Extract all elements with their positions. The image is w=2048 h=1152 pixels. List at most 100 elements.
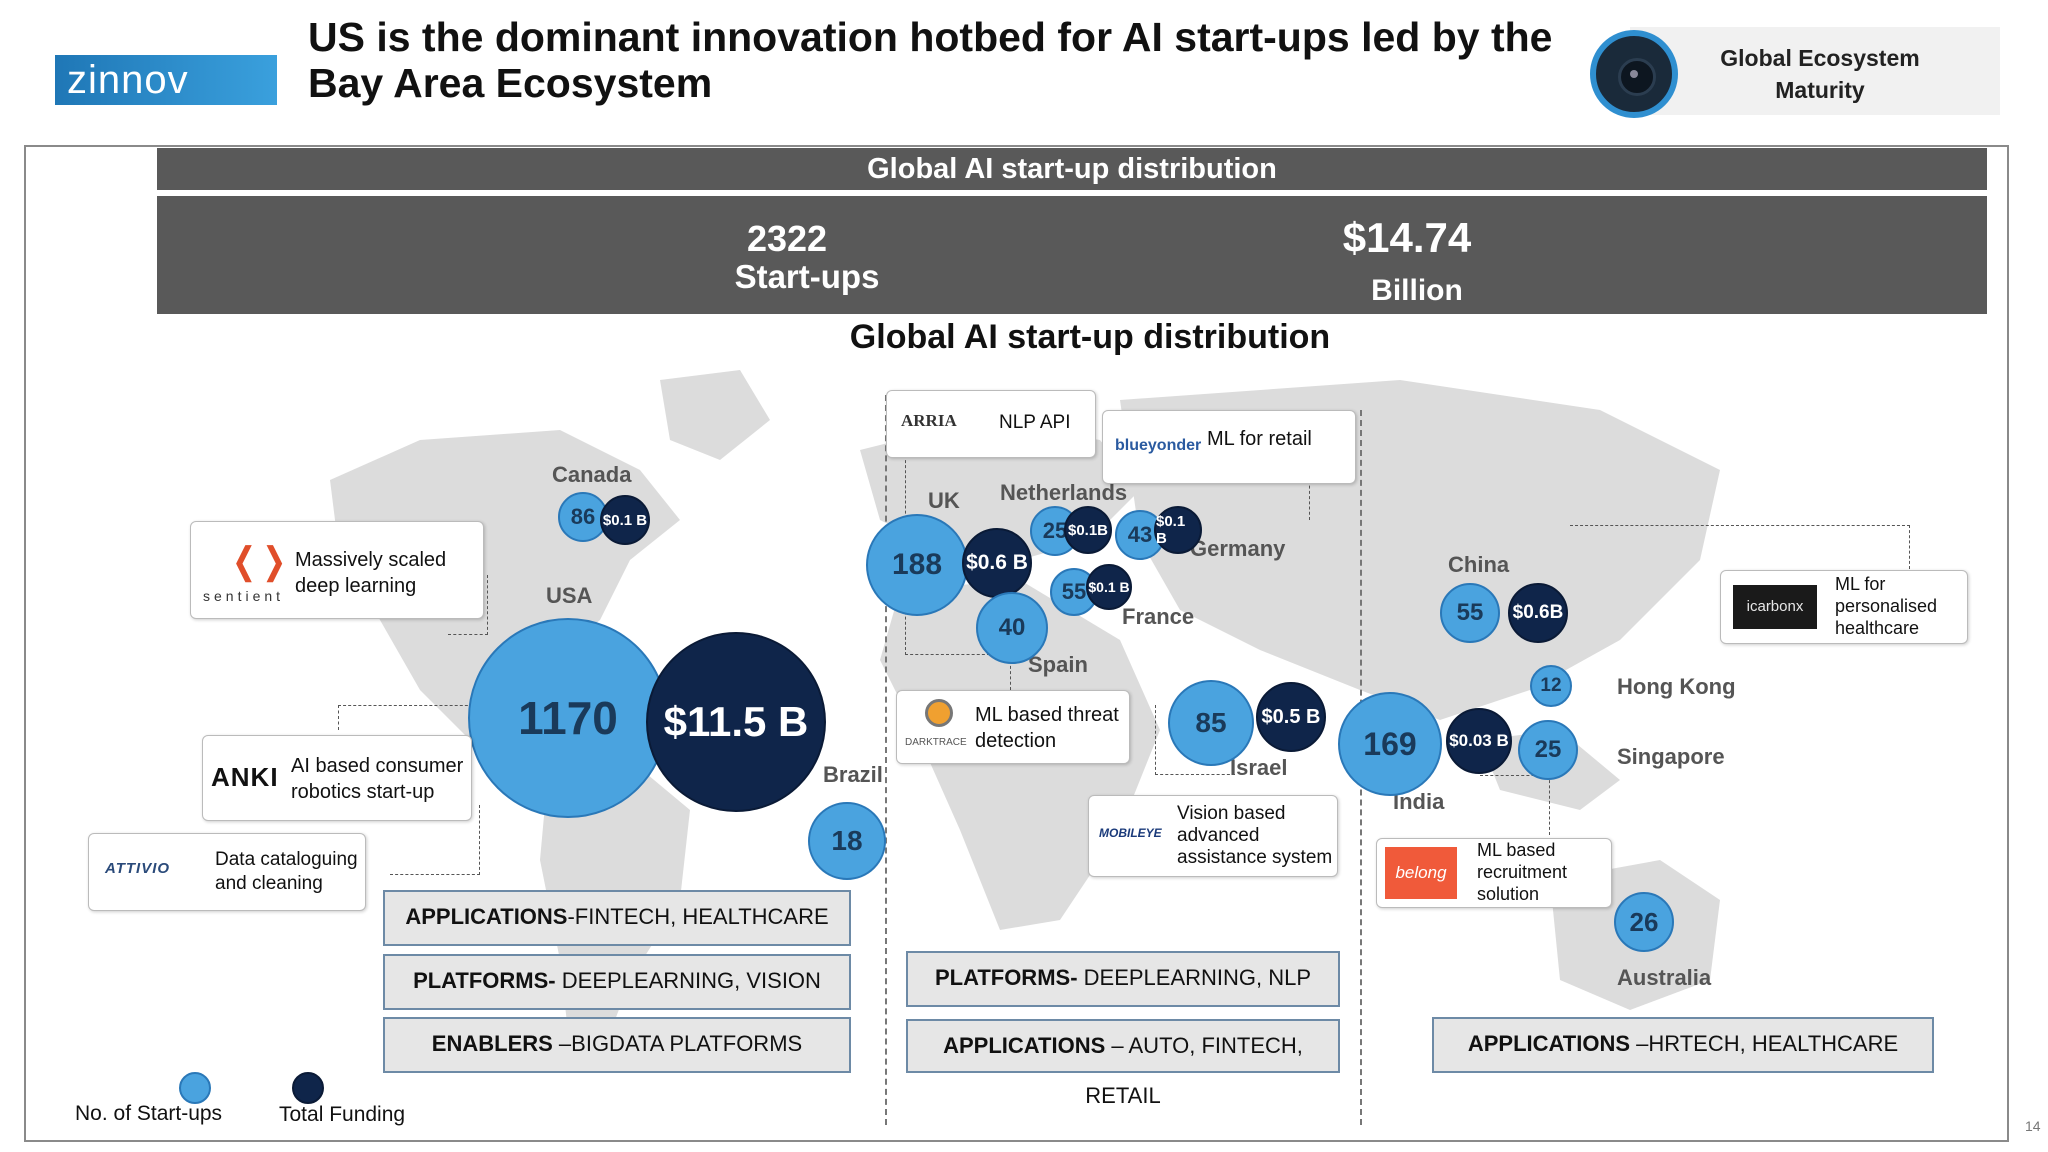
callout-anki-text-1: AI based consumer — [291, 755, 464, 777]
callout-anki-text-2: robotics start-up — [291, 781, 435, 803]
callout-mobileye-text-2: advanced — [1177, 825, 1260, 846]
callout-attivio-text-1: Data cataloguing — [215, 849, 358, 870]
callout-icarbonx-text-3: healthcare — [1835, 618, 1920, 638]
greenland-shape — [660, 370, 770, 460]
content-frame — [24, 145, 2009, 1142]
callout-arria-text-1: NLP API — [999, 412, 1071, 433]
page-number: 14 — [2025, 1118, 2041, 1134]
bubble-israel-startups: 85 — [1168, 680, 1254, 766]
zinnov-logo: zinnov — [55, 55, 277, 105]
callout-belong-text-3: solution — [1477, 884, 1540, 904]
belong-logo: belong — [1385, 847, 1457, 899]
divider-americas-europe — [885, 395, 887, 1125]
connector-mobileye — [1155, 705, 1235, 775]
bubble-china-funding: $0.6B — [1508, 583, 1568, 643]
darktrace-logo: DARKTRACE — [905, 737, 967, 748]
blueyonder-logo: blueyonder — [1115, 437, 1202, 454]
bubble-germany-funding: $0.1 B — [1154, 506, 1202, 554]
page-title: US is the dominant innovation hotbed for… — [308, 14, 1553, 106]
legend-startups-dot — [179, 1072, 211, 1104]
mobileye-logo: MOBILEYE — [1099, 826, 1162, 840]
callout-mobileye-text-1: Vision based — [1177, 803, 1286, 824]
bubble-usa-startups: 1170 — [468, 618, 668, 818]
icarbonx-logo: icarbonx — [1733, 585, 1817, 629]
bubble-china-startups: 55 — [1440, 583, 1500, 643]
bubble-australia-startups: 26 — [1614, 892, 1674, 952]
callout-icarbonx-text-1: ML for — [1835, 574, 1886, 594]
callout-darktrace: DARKTRACE ML based threat detection — [896, 690, 1130, 764]
legend-funding-label: Total Funding — [279, 1103, 406, 1126]
country-label-hong-kong: Hong Kong — [1617, 674, 1736, 699]
category-europe-platforms: PLATFORMS- DEEPLEARNING, NLP — [906, 951, 1340, 1007]
maturity-badge-label: Global Ecosystem Maturity — [1720, 45, 1920, 103]
category-europe-applications: APPLICATIONS – AUTO, FINTECH, RETAIL — [906, 1019, 1340, 1108]
callout-belong-text-2: recruitment — [1477, 862, 1568, 882]
bubble-spain-startups: 40 — [976, 592, 1048, 664]
sentient-logo: sentient — [203, 588, 285, 604]
category-americas-platforms: PLATFORMS- DEEPLEARNING, VISION — [383, 954, 851, 1010]
callout-mobileye-text-3: assistance system — [1177, 847, 1333, 868]
callout-blueyonder: blueyonder ML for retail — [1102, 410, 1356, 484]
startups-value: 2322 — [746, 218, 828, 259]
distribution-band-title: Global AI start-up distribution — [157, 148, 1987, 190]
callout-attivio-text-2: and cleaning — [215, 873, 323, 894]
country-label-israel: Israel — [1230, 755, 1288, 780]
callout-anki: ANKI AI based consumer robotics start-up — [202, 735, 472, 821]
bubble-canada-funding: $0.1 B — [600, 495, 650, 545]
bubble-france-funding: $0.1 B — [1086, 564, 1132, 610]
bubble-netherlands-funding: $0.1B — [1064, 506, 1112, 554]
country-label-france: France — [1122, 604, 1195, 629]
country-label-uk: UK — [928, 488, 960, 513]
sentient-logo-icon: ❬❭ — [229, 540, 290, 581]
category-americas-applications: APPLICATIONS-FINTECH, HEALTHCARE — [383, 890, 851, 946]
country-label-brazil: Brazil — [823, 762, 883, 787]
maturity-badge — [1630, 27, 2000, 115]
startups-label: Start-ups — [734, 258, 880, 295]
bubble-hong-kong-startups: 12 — [1530, 665, 1572, 707]
country-label-singapore: Singapore — [1617, 744, 1725, 769]
connector-sentient — [448, 575, 488, 635]
country-label-australia: Australia — [1617, 965, 1712, 990]
bubble-india-startups: 169 — [1338, 692, 1442, 796]
connector-darktrace — [1010, 650, 1020, 690]
country-label-germany: Germany — [1190, 536, 1286, 561]
bubble-uk-startups: 188 — [866, 514, 968, 616]
darktrace-logo-icon — [925, 699, 953, 727]
callout-sentient-text-2: deep learning — [295, 575, 417, 597]
category-asia-applications: APPLICATIONS –HRTECH, HEALTHCARE — [1432, 1017, 1934, 1073]
callout-darktrace-text-2: detection — [975, 730, 1057, 752]
arria-logo: ARRIA — [901, 411, 957, 430]
country-label-spain: Spain — [1028, 652, 1088, 677]
callout-blueyonder-text-1: ML for retail — [1207, 428, 1312, 450]
bubble-israel-funding: $0.5 B — [1256, 682, 1326, 752]
bubble-india-funding: $0.03 B — [1446, 708, 1512, 774]
callout-icarbonx-text-2: personalised — [1835, 596, 1938, 616]
callout-sentient-text-1: Massively scaled — [295, 549, 447, 571]
connector-attivio — [390, 805, 480, 875]
country-label-canada: Canada — [552, 462, 632, 487]
category-americas-enablers: ENABLERS –BIGDATA PLATFORMS — [383, 1017, 851, 1073]
legend-funding-dot — [292, 1072, 324, 1104]
connector-anki — [338, 705, 478, 730]
bubble-uk-funding: $0.6 B — [962, 528, 1032, 598]
funding-value: $14.74 — [1342, 214, 1472, 261]
callout-belong-text-1: ML based — [1477, 840, 1556, 860]
map-title: Global AI start-up distribution — [849, 318, 1331, 356]
bubble-usa-funding: $11.5 B — [646, 632, 826, 812]
callout-mobileye: MOBILEYE Vision based advanced assistanc… — [1088, 795, 1338, 877]
bubble-singapore-startups: 25 — [1518, 720, 1578, 780]
callout-attivio: ATTIVIO Data cataloguing and cleaning — [88, 833, 366, 911]
callout-icarbonx: icarbonx ML for personalised healthcare — [1720, 570, 1968, 644]
bubble-brazil-startups: 18 — [808, 802, 886, 880]
eye-icon — [1590, 30, 1678, 118]
funding-label: Billion — [1371, 274, 1463, 307]
attivio-logo: ATTIVIO — [105, 860, 171, 877]
callout-sentient: ❬❭ sentient Massively scaled deep learni… — [190, 521, 484, 619]
summary-band: 2322 Start-ups $14.74 Billion — [157, 196, 1987, 314]
country-label-china: China — [1448, 552, 1510, 577]
callout-darktrace-text-1: ML based threat — [975, 704, 1119, 726]
callout-belong: belong ML based recruitment solution — [1376, 838, 1612, 908]
country-label-netherlands: Netherlands — [1000, 480, 1128, 505]
callout-arria: ARRIA NLP API — [886, 390, 1096, 458]
country-label-usa: USA — [546, 583, 593, 608]
